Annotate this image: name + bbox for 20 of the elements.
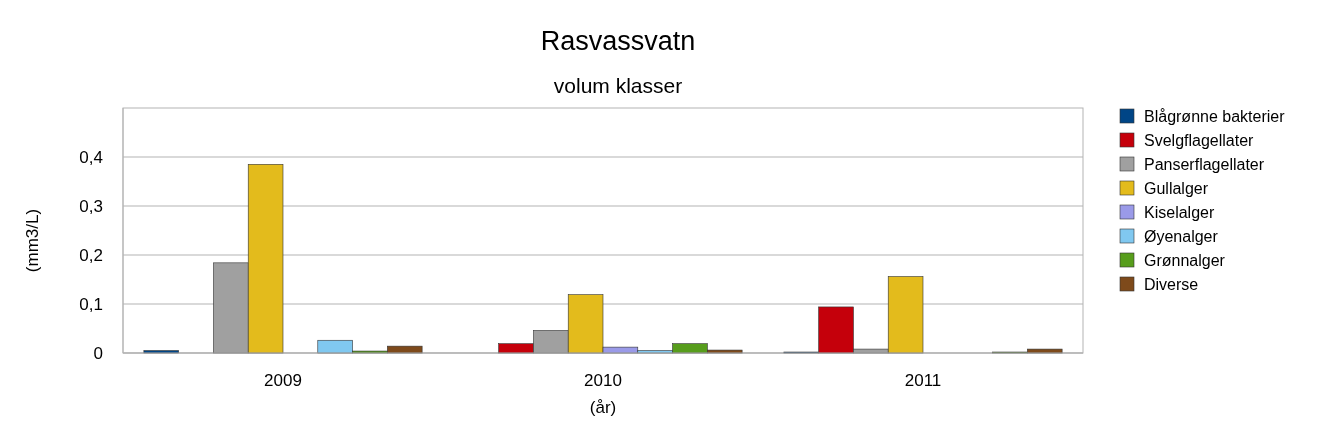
y-tick-label: 0,3 xyxy=(79,196,103,216)
legend-label: Blågrønne bakterier xyxy=(1144,107,1286,125)
y-tick-label: 0,1 xyxy=(79,294,103,314)
legend-label: Svelgflagellater xyxy=(1144,131,1255,149)
x-tick-label: 2011 xyxy=(904,371,942,390)
y-tick-label: 0,4 xyxy=(79,147,103,167)
legend-label: Kiselalger xyxy=(1144,203,1215,221)
legend-label: Gullalger xyxy=(1144,179,1209,197)
legend-label: Diverse xyxy=(1144,275,1199,293)
legend-label: Panserflagellater xyxy=(1144,155,1265,173)
legend-label: Øyenalger xyxy=(1144,227,1219,245)
y-axis-title: (mm3/L) xyxy=(23,208,42,273)
y-tick-label: 0 xyxy=(93,343,103,363)
legend-label: Grønnalger xyxy=(1144,251,1226,269)
chart-subtitle: volum klasser xyxy=(553,74,683,97)
chart-title: Rasvassvatn xyxy=(540,26,696,56)
x-tick-label: 2009 xyxy=(264,371,302,390)
x-tick-label: 2010 xyxy=(584,371,622,390)
x-axis-title: (år) xyxy=(589,398,617,417)
y-tick-label: 0,2 xyxy=(79,245,103,265)
